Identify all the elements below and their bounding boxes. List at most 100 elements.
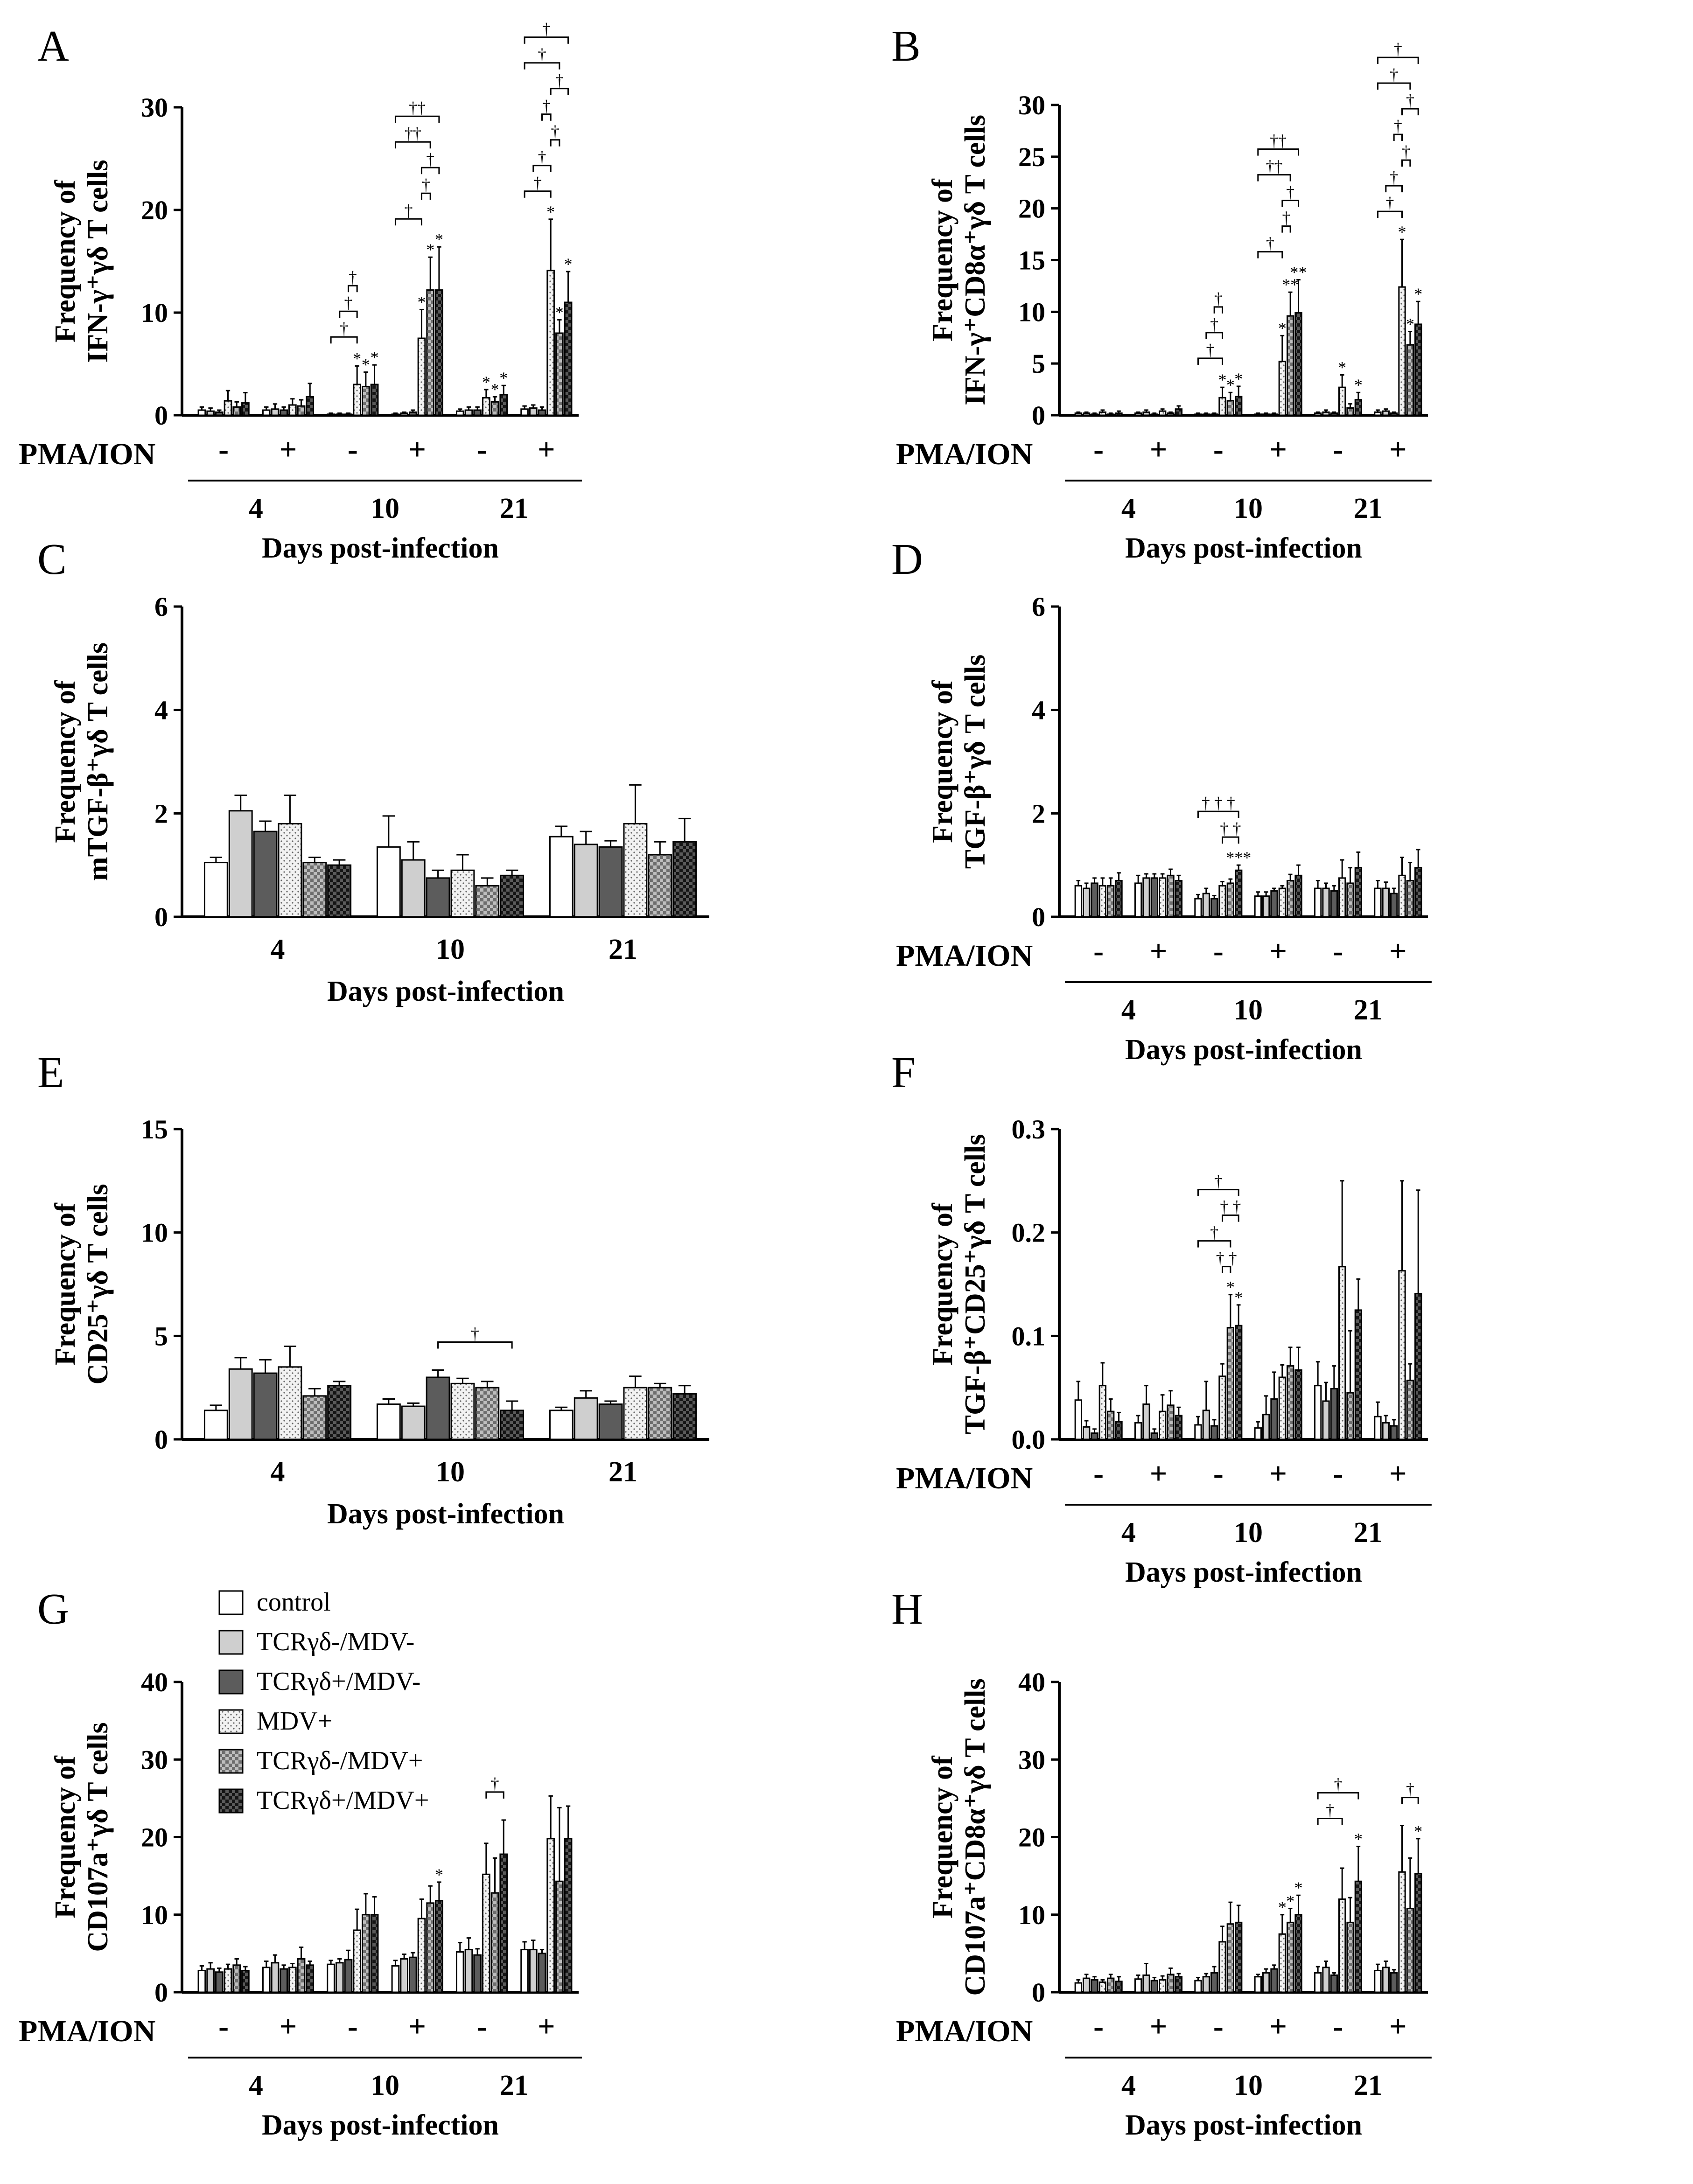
significance-dagger: † [1394, 117, 1402, 135]
bar [253, 830, 278, 918]
bar [408, 1956, 417, 1993]
bar [1270, 890, 1278, 918]
bar [1235, 396, 1243, 416]
bar [1142, 1403, 1150, 1440]
bar [1202, 413, 1210, 416]
stimulation-sign: + [1389, 2010, 1407, 2044]
stimulation-sign: + [1150, 2010, 1168, 2044]
bar [1235, 1921, 1243, 1993]
bar [1107, 1410, 1115, 1440]
stimulation-sign: - [477, 2010, 487, 2044]
y-tick-label: 0 [154, 902, 168, 932]
stimulation-sign: + [538, 433, 555, 467]
day-label: 21 [609, 1456, 637, 1488]
significance-bracket [524, 190, 552, 198]
bar [490, 1892, 499, 1993]
stimulation-sign: + [1269, 2010, 1287, 2044]
y-tick-label: 30 [1018, 1744, 1045, 1775]
stimulation-sign: + [408, 433, 426, 467]
bar [335, 1962, 344, 1993]
bar [1107, 413, 1115, 416]
bar [1115, 1421, 1123, 1440]
bar [1314, 1385, 1322, 1440]
bar [1082, 412, 1091, 416]
day-label: 10 [436, 1456, 465, 1488]
bar [370, 1914, 379, 1993]
bar [1330, 1388, 1338, 1440]
bar [203, 1409, 228, 1440]
significance-star: ** [1290, 263, 1307, 282]
stimulation-sign: + [1269, 934, 1287, 968]
significance-star: * [1234, 1288, 1243, 1307]
y-tick-label: 15 [141, 1114, 168, 1144]
y-tick-label: 40 [1018, 1667, 1045, 1697]
bar [241, 402, 250, 416]
bar [327, 864, 352, 918]
y-axis-label: CD107a⁺γδ T cells [82, 1722, 114, 1952]
significance-star: * [1354, 376, 1363, 394]
bar [417, 337, 426, 416]
bar [1074, 1982, 1082, 1993]
legend: control TCRγδ-/MDV- TCRγδ+/MDV- MDV+ TCRγδ-/… [218, 1588, 429, 1815]
bar [564, 301, 573, 416]
legend-swatch [218, 1709, 244, 1734]
significance-star: *** [1226, 848, 1251, 867]
bar [426, 1376, 450, 1440]
significance-bracket [1257, 251, 1283, 258]
bar [1314, 1972, 1322, 1993]
legend-label: TCRγδ+/MDV+ [257, 1786, 429, 1815]
bar [232, 406, 241, 416]
bar [1354, 399, 1363, 416]
significance-dagger: † [1402, 142, 1410, 161]
bar [391, 1965, 400, 1993]
y-tick-label: 10 [1018, 297, 1045, 327]
significance-dagger: † [1334, 1775, 1343, 1793]
bar [1322, 1967, 1330, 1993]
x-axis-label: Days post-infection [1125, 532, 1362, 564]
bar [1406, 1380, 1414, 1440]
bar [1278, 887, 1287, 918]
y-tick-label: 40 [141, 1667, 168, 1697]
significance-bracket [1197, 357, 1223, 365]
significance-star: * [1414, 1822, 1422, 1841]
significance-dagger: † [1286, 183, 1294, 202]
day-label: 21 [609, 934, 637, 965]
significance-dagger: † [1390, 168, 1398, 187]
y-axis-label: Frequency of [49, 1755, 81, 1919]
stimulation-label: PMA/ION [896, 2014, 1033, 2048]
panel-letter: G [37, 1585, 69, 1633]
significance-star: * [1234, 370, 1243, 388]
y-axis-label: Frequency of [927, 680, 958, 843]
significance-bracket [1222, 1266, 1231, 1273]
bar [435, 289, 443, 416]
bar [1287, 879, 1294, 918]
bar [401, 1405, 426, 1440]
bar [1294, 874, 1302, 918]
panel-letter: E [37, 1048, 64, 1097]
bar [1150, 1980, 1159, 1993]
bar [1098, 1385, 1107, 1440]
day-label: 21 [1354, 994, 1383, 1026]
bar [362, 385, 370, 416]
bar [1142, 411, 1150, 416]
day-label: 10 [1234, 1517, 1263, 1549]
bar [1098, 411, 1107, 416]
significance-star: * [1278, 1898, 1287, 1917]
bar [1406, 879, 1414, 918]
bar [1382, 887, 1390, 918]
day-label: 4 [271, 934, 285, 965]
bar [1346, 407, 1354, 416]
bar [1218, 885, 1226, 918]
significance-bracket [1257, 148, 1300, 156]
bar [1150, 413, 1159, 416]
bar [450, 869, 475, 918]
significance-star: * [491, 380, 499, 398]
bar [1202, 1409, 1210, 1440]
bar [1346, 1921, 1354, 1993]
significance-star: * [1218, 370, 1227, 389]
bar [1398, 874, 1406, 918]
bar [1374, 1969, 1382, 1993]
bar [1134, 1422, 1142, 1440]
bar [1082, 1426, 1091, 1440]
y-tick-label: 15 [1018, 245, 1045, 276]
